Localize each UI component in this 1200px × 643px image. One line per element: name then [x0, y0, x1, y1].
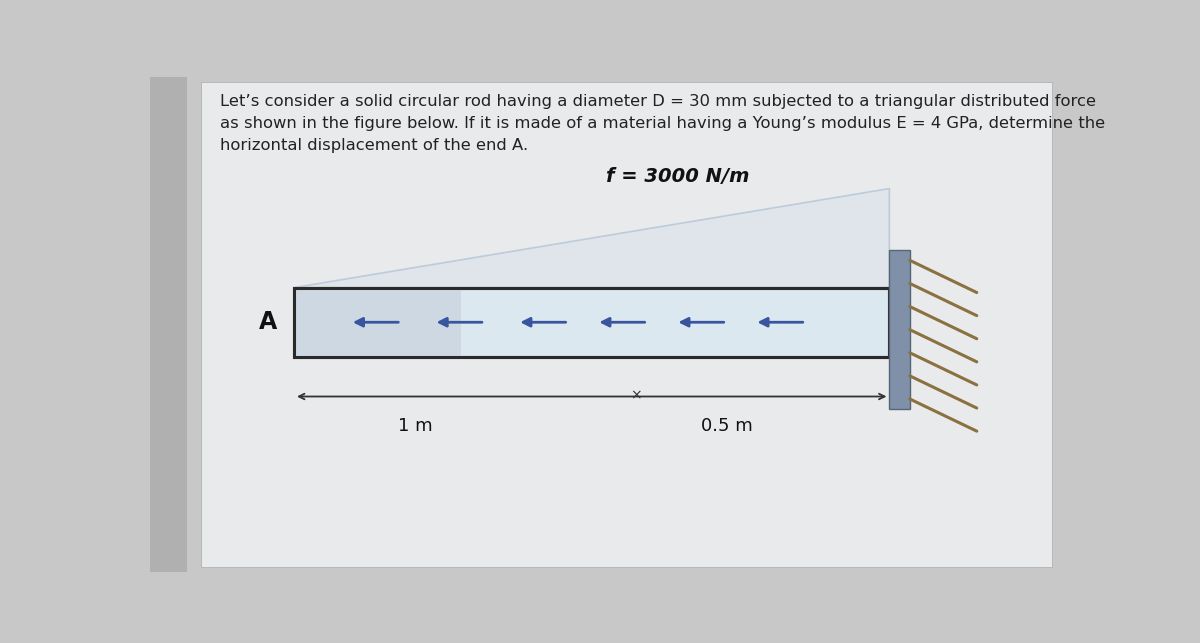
- Text: Let’s consider a solid circular rod having a diameter D = 30 mm subjected to a t: Let’s consider a solid circular rod havi…: [220, 95, 1105, 152]
- Text: 0.5 m: 0.5 m: [701, 417, 752, 435]
- Bar: [150, 77, 187, 572]
- Bar: [294, 287, 889, 357]
- Polygon shape: [294, 188, 889, 287]
- Bar: [294, 287, 889, 357]
- Text: A: A: [259, 310, 277, 334]
- Text: f = 3000 N/m: f = 3000 N/m: [606, 167, 749, 186]
- Text: 1 m: 1 m: [397, 417, 432, 435]
- Bar: [889, 250, 910, 409]
- Text: ×: ×: [630, 388, 642, 403]
- Bar: [294, 287, 461, 357]
